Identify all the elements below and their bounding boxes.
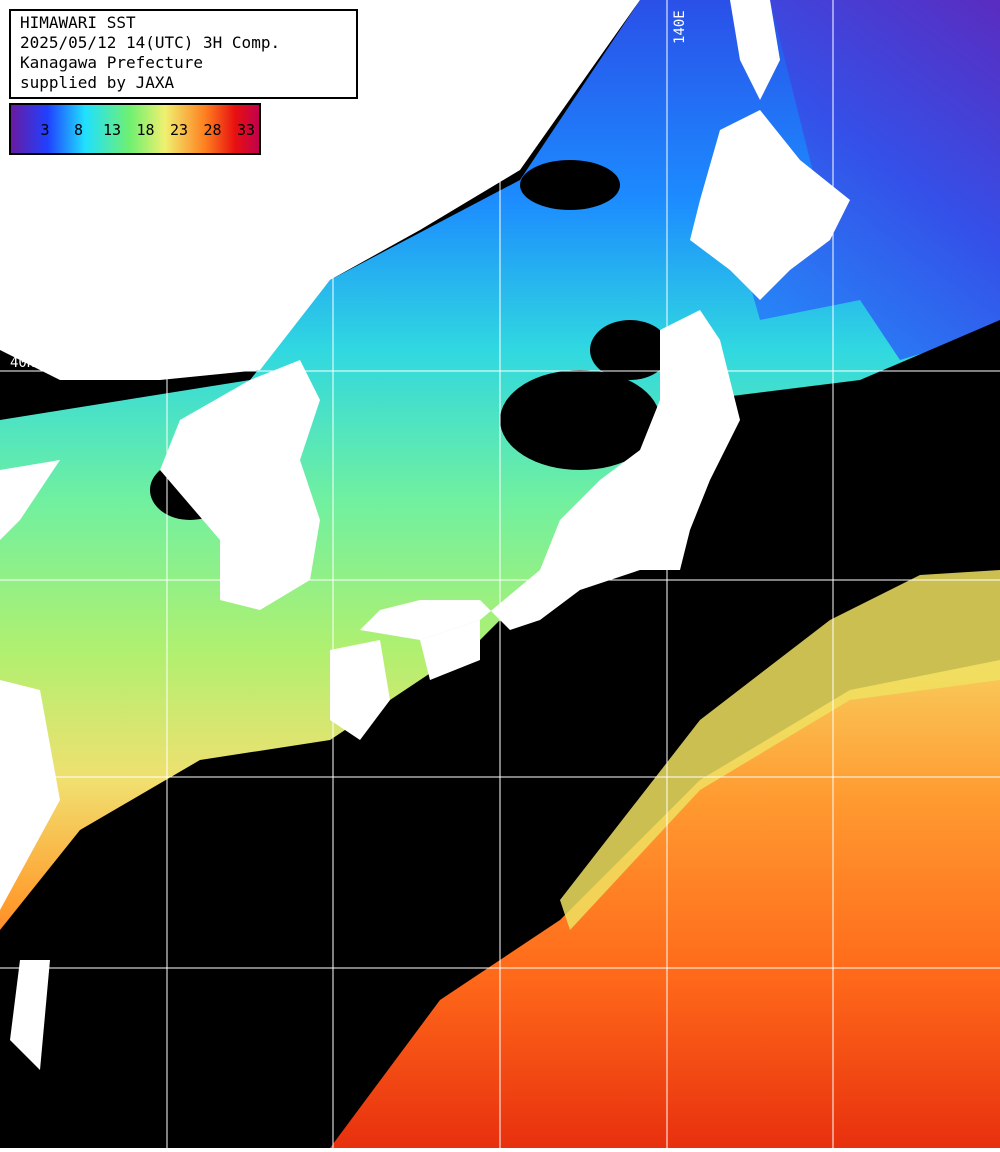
latitude-label: 40N <box>10 355 35 371</box>
sea-surface-north <box>740 0 1000 360</box>
colorbar <box>9 103 261 155</box>
header-box <box>9 9 358 99</box>
land <box>0 460 60 540</box>
land <box>330 640 390 740</box>
cloud <box>500 370 660 470</box>
land <box>690 110 850 300</box>
header-line: supplied by JAXA <box>20 73 174 92</box>
cloud <box>520 160 620 210</box>
cloud <box>700 320 1000 560</box>
land <box>420 620 480 680</box>
header-line: Kanagawa Prefecture <box>20 53 203 72</box>
colorbar-tick-label: 28 <box>203 121 221 139</box>
land <box>360 310 740 640</box>
header-line: 2025/05/12 14(UTC) 3H Comp. <box>20 33 280 52</box>
land <box>0 680 60 910</box>
land <box>160 360 320 610</box>
cloud <box>590 320 670 380</box>
colorbar-tick-label: 33 <box>237 121 255 139</box>
longitude-label: 140E <box>672 10 688 44</box>
colorbar-tick-label: 3 <box>40 121 49 139</box>
colorbar-tick-label: 18 <box>136 121 154 139</box>
colorbar-tick-label: 13 <box>103 121 121 139</box>
colorbar-tick-label: 8 <box>74 121 83 139</box>
sea-surface-band <box>560 570 1000 930</box>
colorbar-ticks: 3 8 13 18 23 28 33 <box>40 121 255 139</box>
colorbar-tick-label: 23 <box>170 121 188 139</box>
land <box>10 960 50 1070</box>
header-line: HIMAWARI SST <box>20 13 136 32</box>
land <box>730 0 780 100</box>
